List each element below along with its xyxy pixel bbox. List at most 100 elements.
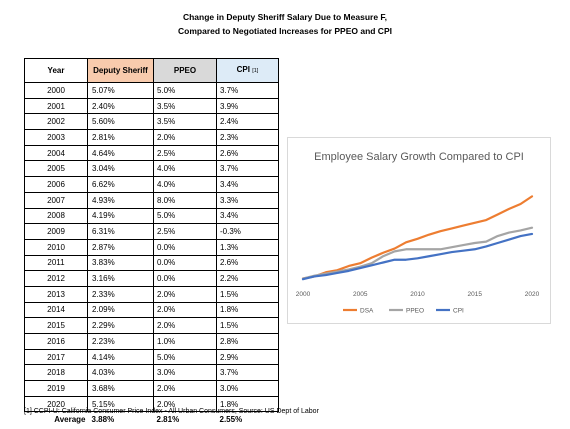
cell-ppeo: 4.0% <box>153 160 217 178</box>
cell-year: 2000 <box>24 82 88 99</box>
cell-ppeo: 0.0% <box>153 238 217 256</box>
header-year: Year <box>24 58 88 83</box>
cell-cpi: 1.8% <box>216 301 279 319</box>
cell-year: 2015 <box>24 317 88 334</box>
table-row: 2009 6.31% 2.5% -0.3% <box>24 223 279 240</box>
title-line-2: Compared to Negotiated Increases for PPE… <box>178 26 392 36</box>
series-line-cpi <box>301 232 534 281</box>
table-row: 2000 5.07% 5.0% 3.7% <box>24 82 279 99</box>
cell-deputy-sheriff: 6.31% <box>87 223 154 240</box>
cell-deputy-sheriff: 5.60% <box>87 113 154 131</box>
header-cpi: CPI [1] <box>216 58 279 83</box>
cell-deputy-sheriff: 4.64% <box>87 144 154 162</box>
cell-deputy-sheriff: 3.68% <box>87 380 154 397</box>
cell-cpi: 3.0% <box>216 380 279 397</box>
cell-deputy-sheriff: 3.83% <box>87 254 154 272</box>
cell-ppeo: 2.0% <box>153 317 217 334</box>
cell-cpi: 3.7% <box>216 82 279 99</box>
cell-cpi: 2.2% <box>216 270 279 287</box>
table-row: 2012 3.16% 0.0% 2.2% <box>24 270 279 287</box>
cell-ppeo: 2.5% <box>153 144 217 162</box>
x-tick-label: 2005 <box>353 291 368 298</box>
cell-year: 2010 <box>24 238 88 256</box>
cell-year: 2017 <box>24 348 88 366</box>
cell-cpi: 2.8% <box>216 333 279 350</box>
cell-ppeo: 2.0% <box>153 301 217 319</box>
cell-cpi: 1.5% <box>216 285 279 303</box>
cell-ppeo: 2.5% <box>153 223 217 240</box>
table-row: 2005 3.04% 4.0% 3.7% <box>24 160 279 178</box>
cell-year: 2011 <box>24 254 88 272</box>
cell-deputy-sheriff: 4.93% <box>87 191 154 209</box>
cell-deputy-sheriff: 2.87% <box>87 238 154 256</box>
table-row: 2013 2.33% 2.0% 1.5% <box>24 285 279 303</box>
cell-year: 2003 <box>24 129 88 146</box>
cell-cpi: 2.3% <box>216 129 279 146</box>
table-row: 2017 4.14% 5.0% 2.9% <box>24 348 279 366</box>
table-row: 2018 4.03% 3.0% 3.7% <box>24 364 279 382</box>
cell-year: 2018 <box>24 364 88 382</box>
cell-ppeo: 4.0% <box>153 176 217 193</box>
series-line-dsa <box>301 195 534 280</box>
table-row: 2011 3.83% 0.0% 2.6% <box>24 254 279 272</box>
table-row: 2001 2.40% 3.5% 3.9% <box>24 97 279 115</box>
cell-deputy-sheriff: 6.62% <box>87 176 154 193</box>
cell-year: 2004 <box>24 144 88 162</box>
table-row: 2016 2.23% 1.0% 2.8% <box>24 333 279 350</box>
table-row: 2014 2.09% 2.0% 1.8% <box>24 301 279 319</box>
table-row: 2007 4.93% 8.0% 3.3% <box>24 191 279 209</box>
x-tick-label: 2000 <box>296 291 311 298</box>
cell-year: 2009 <box>24 223 88 240</box>
table-row: 2006 6.62% 4.0% 3.4% <box>24 176 279 193</box>
cell-cpi: 1.3% <box>216 238 279 256</box>
cell-year: 2013 <box>24 285 88 303</box>
footnote: [1] CCPI-U: California Consumer Price In… <box>24 408 319 415</box>
cell-deputy-sheriff: 2.23% <box>87 333 154 350</box>
title-line-1: Change in Deputy Sheriff Salary Due to M… <box>182 12 388 22</box>
cell-deputy-sheriff: 2.81% <box>87 129 154 146</box>
cell-average-label: Average <box>24 411 88 428</box>
cell-cpi: 2.6% <box>216 254 279 272</box>
legend-label-dsa: DSA <box>360 308 374 315</box>
cell-average-deputy-sheriff: 3.88% <box>87 411 154 428</box>
salary-growth-chart: Employee Salary Growth Compared to CPI 20… <box>296 151 540 315</box>
x-tick-label: 2020 <box>525 291 540 298</box>
cell-cpi: 3.9% <box>216 97 279 115</box>
cell-year: 2008 <box>24 207 88 225</box>
cell-ppeo: 8.0% <box>153 191 217 209</box>
header-cpi-label: CPI <box>236 65 250 74</box>
chart-title: Employee Salary Growth Compared to CPI <box>314 151 524 163</box>
cell-year: 2002 <box>24 113 88 131</box>
cell-cpi: -0.3% <box>216 223 279 240</box>
cell-deputy-sheriff: 5.07% <box>87 82 154 99</box>
cell-ppeo: 5.0% <box>153 348 217 366</box>
cell-ppeo: 3.5% <box>153 113 217 131</box>
cell-year: 2001 <box>24 97 88 115</box>
cell-year: 2006 <box>24 176 88 193</box>
cell-ppeo: 3.5% <box>153 97 217 115</box>
cell-ppeo: 0.0% <box>153 254 217 272</box>
cell-year: 2007 <box>24 191 88 209</box>
table-row: 2003 2.81% 2.0% 2.3% <box>24 129 279 146</box>
cell-cpi: 3.7% <box>216 364 279 382</box>
header-ppeo: PPEO <box>153 58 217 83</box>
cell-ppeo: 2.0% <box>153 285 217 303</box>
cell-cpi: 2.6% <box>216 144 279 162</box>
table-header-row: Year Deputy Sheriff PPEO CPI [1] <box>24 58 279 83</box>
cell-deputy-sheriff: 4.19% <box>87 207 154 225</box>
average-row: Average 3.88% 2.81% 2.55% <box>24 411 279 428</box>
cell-year: 2016 <box>24 333 88 350</box>
header-cpi-note: [1] <box>252 68 259 74</box>
cell-deputy-sheriff: 3.04% <box>87 160 154 178</box>
legend-label-cpi: CPI <box>453 308 464 315</box>
cell-ppeo: 1.0% <box>153 333 217 350</box>
cell-ppeo: 0.0% <box>153 270 217 287</box>
cell-deputy-sheriff: 2.40% <box>87 97 154 115</box>
cell-cpi: 3.3% <box>216 191 279 209</box>
cell-ppeo: 2.0% <box>153 380 217 397</box>
cell-cpi: 3.4% <box>216 207 279 225</box>
cell-cpi: 2.4% <box>216 113 279 131</box>
cell-deputy-sheriff: 2.33% <box>87 285 154 303</box>
cell-deputy-sheriff: 2.29% <box>87 317 154 334</box>
cell-year: 2012 <box>24 270 88 287</box>
